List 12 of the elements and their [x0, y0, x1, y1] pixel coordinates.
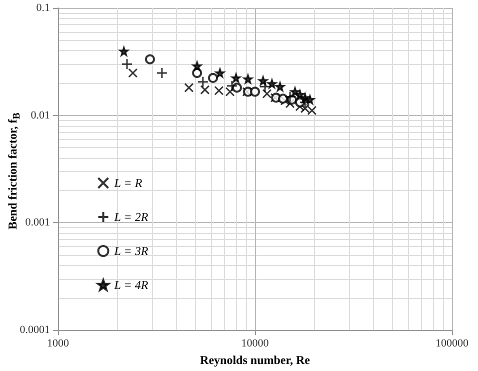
y-tick-label: 0.1 — [36, 2, 50, 14]
legend-label: L = 3R — [113, 244, 149, 258]
y-tick-label: 0.0001 — [20, 324, 50, 336]
y-tick-label: 0.01 — [30, 109, 50, 122]
x-tick-label: 100000 — [436, 338, 469, 350]
x-tick-label: 1000 — [47, 338, 70, 350]
legend-label: L = 2R — [113, 210, 149, 224]
legend-label: L = R — [113, 176, 143, 190]
x-axis-title: Reynolds number, Re — [200, 353, 311, 367]
legend-label: L = 4R — [113, 278, 149, 292]
x-tick-label: 10000 — [241, 338, 270, 350]
y-tick-label: 0.001 — [25, 216, 50, 229]
